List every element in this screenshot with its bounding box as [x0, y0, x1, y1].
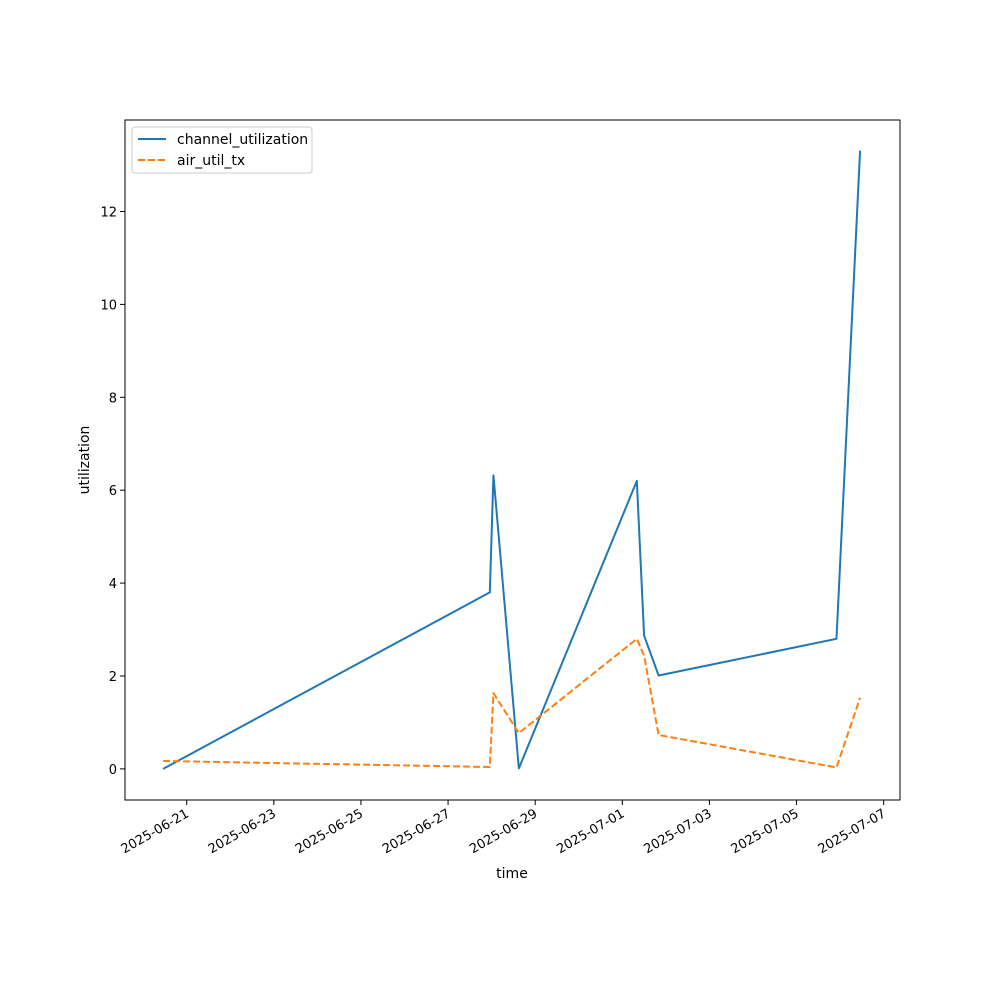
legend-box: [131, 126, 313, 174]
y-tick-label: 4: [109, 577, 117, 592]
legend: channel_utilization air_util_tx: [131, 126, 313, 174]
x-axis-label: time: [496, 866, 528, 882]
series-layer: [162, 150, 862, 770]
plot-frame: [124, 119, 901, 801]
series-line-channel-utilization: [162, 150, 862, 770]
legend-label-channel-utilization: channel_utilization: [177, 132, 308, 148]
y-tick-label: 6: [109, 484, 117, 499]
y-axis: 0 2 4 6 8 10 12: [100, 206, 125, 778]
y-tick-label: 12: [100, 206, 117, 221]
series-line-air-util-tx: [163, 637, 862, 769]
y-tick-label: 2: [109, 670, 117, 685]
y-tick-label: 10: [100, 298, 117, 313]
y-tick-label: 0: [109, 763, 117, 778]
y-tick-label: 8: [109, 391, 117, 406]
legend-label-air-util-tx: air_util_tx: [177, 153, 245, 169]
y-axis-label: utilization: [77, 426, 93, 495]
